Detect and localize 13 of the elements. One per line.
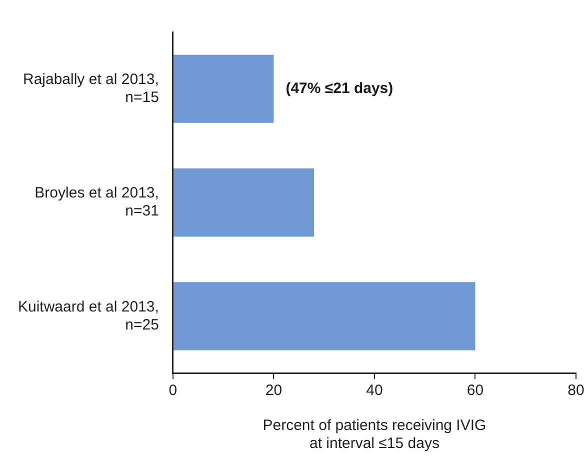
annotation: (47% ≤21 days) xyxy=(286,80,394,97)
x-tick-label: 0 xyxy=(168,382,178,400)
y-tick-label: Kuitwaard et al 2013, n=25 xyxy=(18,298,159,334)
bar xyxy=(173,168,314,237)
y-tick-label: Broyles et al 2013, n=31 xyxy=(34,184,159,220)
x-tick-label: 20 xyxy=(265,382,282,400)
x-tick-label: 80 xyxy=(568,382,584,400)
bar xyxy=(173,282,476,350)
x-tick-label: 40 xyxy=(366,382,383,400)
x-axis-title: Percent of patients receiving IVIG at interval ≤15 days xyxy=(262,417,486,452)
y-tick-label: Rajabally et al 2013, n=15 xyxy=(22,70,159,106)
x-tick-label: 60 xyxy=(466,382,484,400)
bar xyxy=(173,54,274,123)
